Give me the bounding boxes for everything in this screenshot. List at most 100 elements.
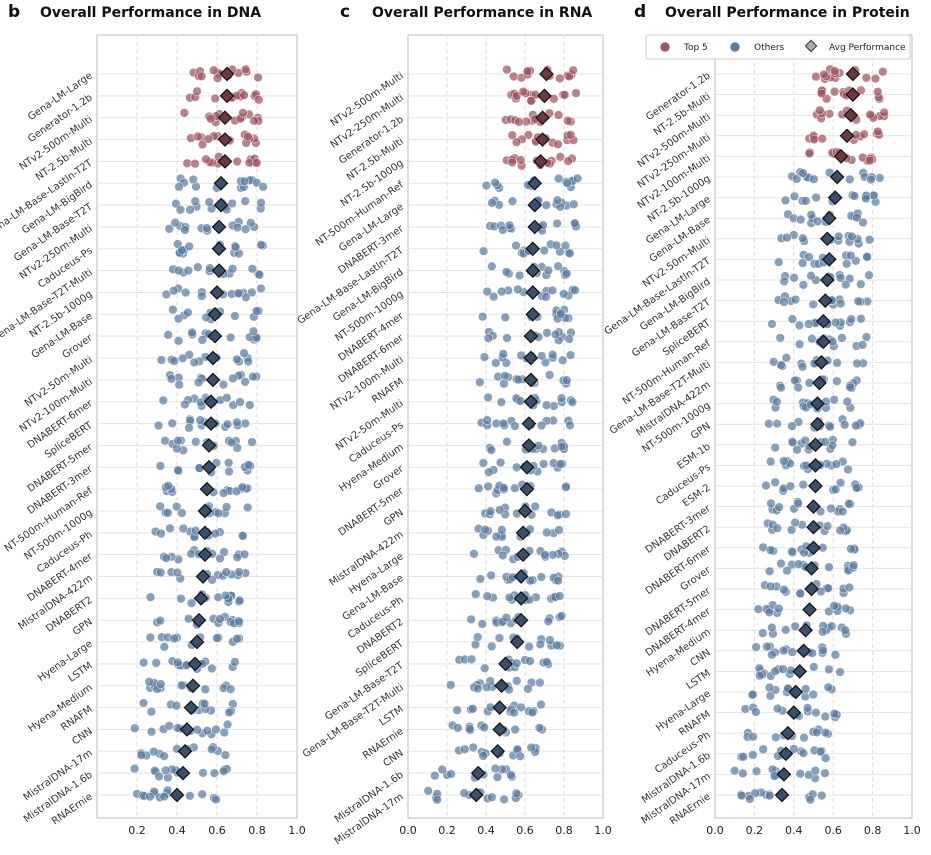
others-point bbox=[240, 418, 250, 429]
others-point bbox=[514, 270, 525, 281]
others-point bbox=[515, 396, 526, 406]
others-point bbox=[498, 225, 508, 235]
others-point bbox=[758, 628, 768, 638]
others-point bbox=[539, 245, 549, 256]
avg-marker bbox=[525, 285, 541, 300]
others-point bbox=[767, 319, 777, 329]
others-point bbox=[497, 525, 507, 535]
others-point bbox=[751, 766, 762, 776]
avg-marker bbox=[468, 787, 484, 803]
top5-point bbox=[206, 114, 216, 124]
others-point bbox=[165, 523, 175, 533]
others-point bbox=[159, 751, 169, 761]
top5-point bbox=[878, 67, 888, 77]
others-point bbox=[169, 356, 179, 366]
top5-point bbox=[522, 66, 533, 77]
others-point bbox=[174, 265, 184, 276]
top5-point bbox=[817, 134, 827, 144]
others-point bbox=[256, 240, 266, 250]
others-point bbox=[857, 340, 868, 350]
others-point bbox=[258, 182, 268, 192]
avg-marker bbox=[819, 231, 835, 247]
others-point bbox=[567, 397, 578, 407]
others-point bbox=[510, 483, 520, 493]
avg-marker bbox=[810, 396, 825, 411]
top5-point bbox=[243, 131, 253, 142]
others-point bbox=[844, 499, 854, 509]
others-point bbox=[553, 510, 563, 520]
others-point bbox=[256, 198, 266, 208]
others-point bbox=[488, 292, 499, 302]
others-point bbox=[491, 531, 501, 542]
others-point bbox=[824, 562, 834, 572]
others-point bbox=[787, 314, 798, 324]
others-point bbox=[818, 645, 828, 656]
others-point bbox=[156, 528, 166, 539]
others-point bbox=[565, 420, 575, 430]
others-point bbox=[787, 546, 797, 557]
avg-marker bbox=[808, 478, 823, 494]
others-point bbox=[842, 259, 852, 269]
avg-marker bbox=[796, 643, 812, 659]
others-point bbox=[866, 174, 876, 185]
panel-title: Overall Performance in DNA bbox=[40, 5, 261, 21]
others-point bbox=[184, 423, 194, 433]
others-point bbox=[220, 590, 231, 601]
top5-point bbox=[254, 95, 264, 105]
avg-marker bbox=[780, 725, 796, 741]
avg-marker bbox=[525, 241, 541, 257]
others-point bbox=[172, 723, 183, 733]
others-point bbox=[166, 374, 177, 384]
others-point bbox=[570, 285, 580, 295]
top5-point bbox=[856, 85, 866, 96]
others-point bbox=[545, 635, 555, 645]
others-point bbox=[452, 705, 462, 715]
others-point bbox=[774, 502, 784, 512]
others-point bbox=[745, 794, 755, 804]
others-point bbox=[764, 566, 775, 576]
others-point bbox=[798, 168, 808, 178]
avg-marker bbox=[217, 154, 233, 169]
others-point bbox=[202, 223, 212, 233]
others-point bbox=[838, 506, 848, 517]
others-point bbox=[487, 641, 497, 651]
others-point bbox=[552, 218, 562, 229]
legend: Top 5 Others Avg Performance bbox=[645, 34, 911, 60]
others-point bbox=[829, 601, 839, 611]
avg-marker bbox=[211, 241, 227, 257]
others-point bbox=[853, 296, 863, 306]
avg-marker bbox=[808, 458, 823, 473]
others-point bbox=[227, 264, 238, 274]
avg-marker bbox=[845, 66, 861, 82]
others-point bbox=[218, 488, 229, 498]
others-point bbox=[772, 418, 782, 429]
others-point bbox=[145, 592, 156, 602]
others-point bbox=[240, 224, 251, 234]
x-tick-label: 0.8 bbox=[248, 824, 266, 837]
others-point bbox=[499, 379, 509, 389]
others-point bbox=[843, 464, 853, 475]
top5-point bbox=[203, 134, 214, 144]
others-point bbox=[151, 658, 161, 668]
others-point bbox=[500, 371, 510, 381]
others-point bbox=[840, 420, 850, 430]
others-point bbox=[473, 632, 483, 642]
others-point bbox=[482, 591, 492, 601]
others-point bbox=[847, 231, 857, 242]
others-point bbox=[758, 744, 768, 754]
others-point bbox=[836, 298, 846, 309]
others-point bbox=[225, 684, 236, 694]
x-tick-label: 0.4 bbox=[785, 824, 803, 837]
others-point bbox=[765, 545, 776, 555]
others-point bbox=[804, 319, 814, 329]
others-point bbox=[798, 233, 808, 243]
avg-marker bbox=[175, 765, 191, 781]
top5-point bbox=[859, 129, 869, 139]
others-point bbox=[234, 616, 244, 626]
others-point bbox=[525, 656, 535, 666]
others-point bbox=[762, 641, 772, 652]
others-point bbox=[177, 508, 187, 518]
avg-marker bbox=[521, 438, 537, 453]
others-point bbox=[177, 353, 188, 363]
top5-point bbox=[560, 90, 570, 100]
